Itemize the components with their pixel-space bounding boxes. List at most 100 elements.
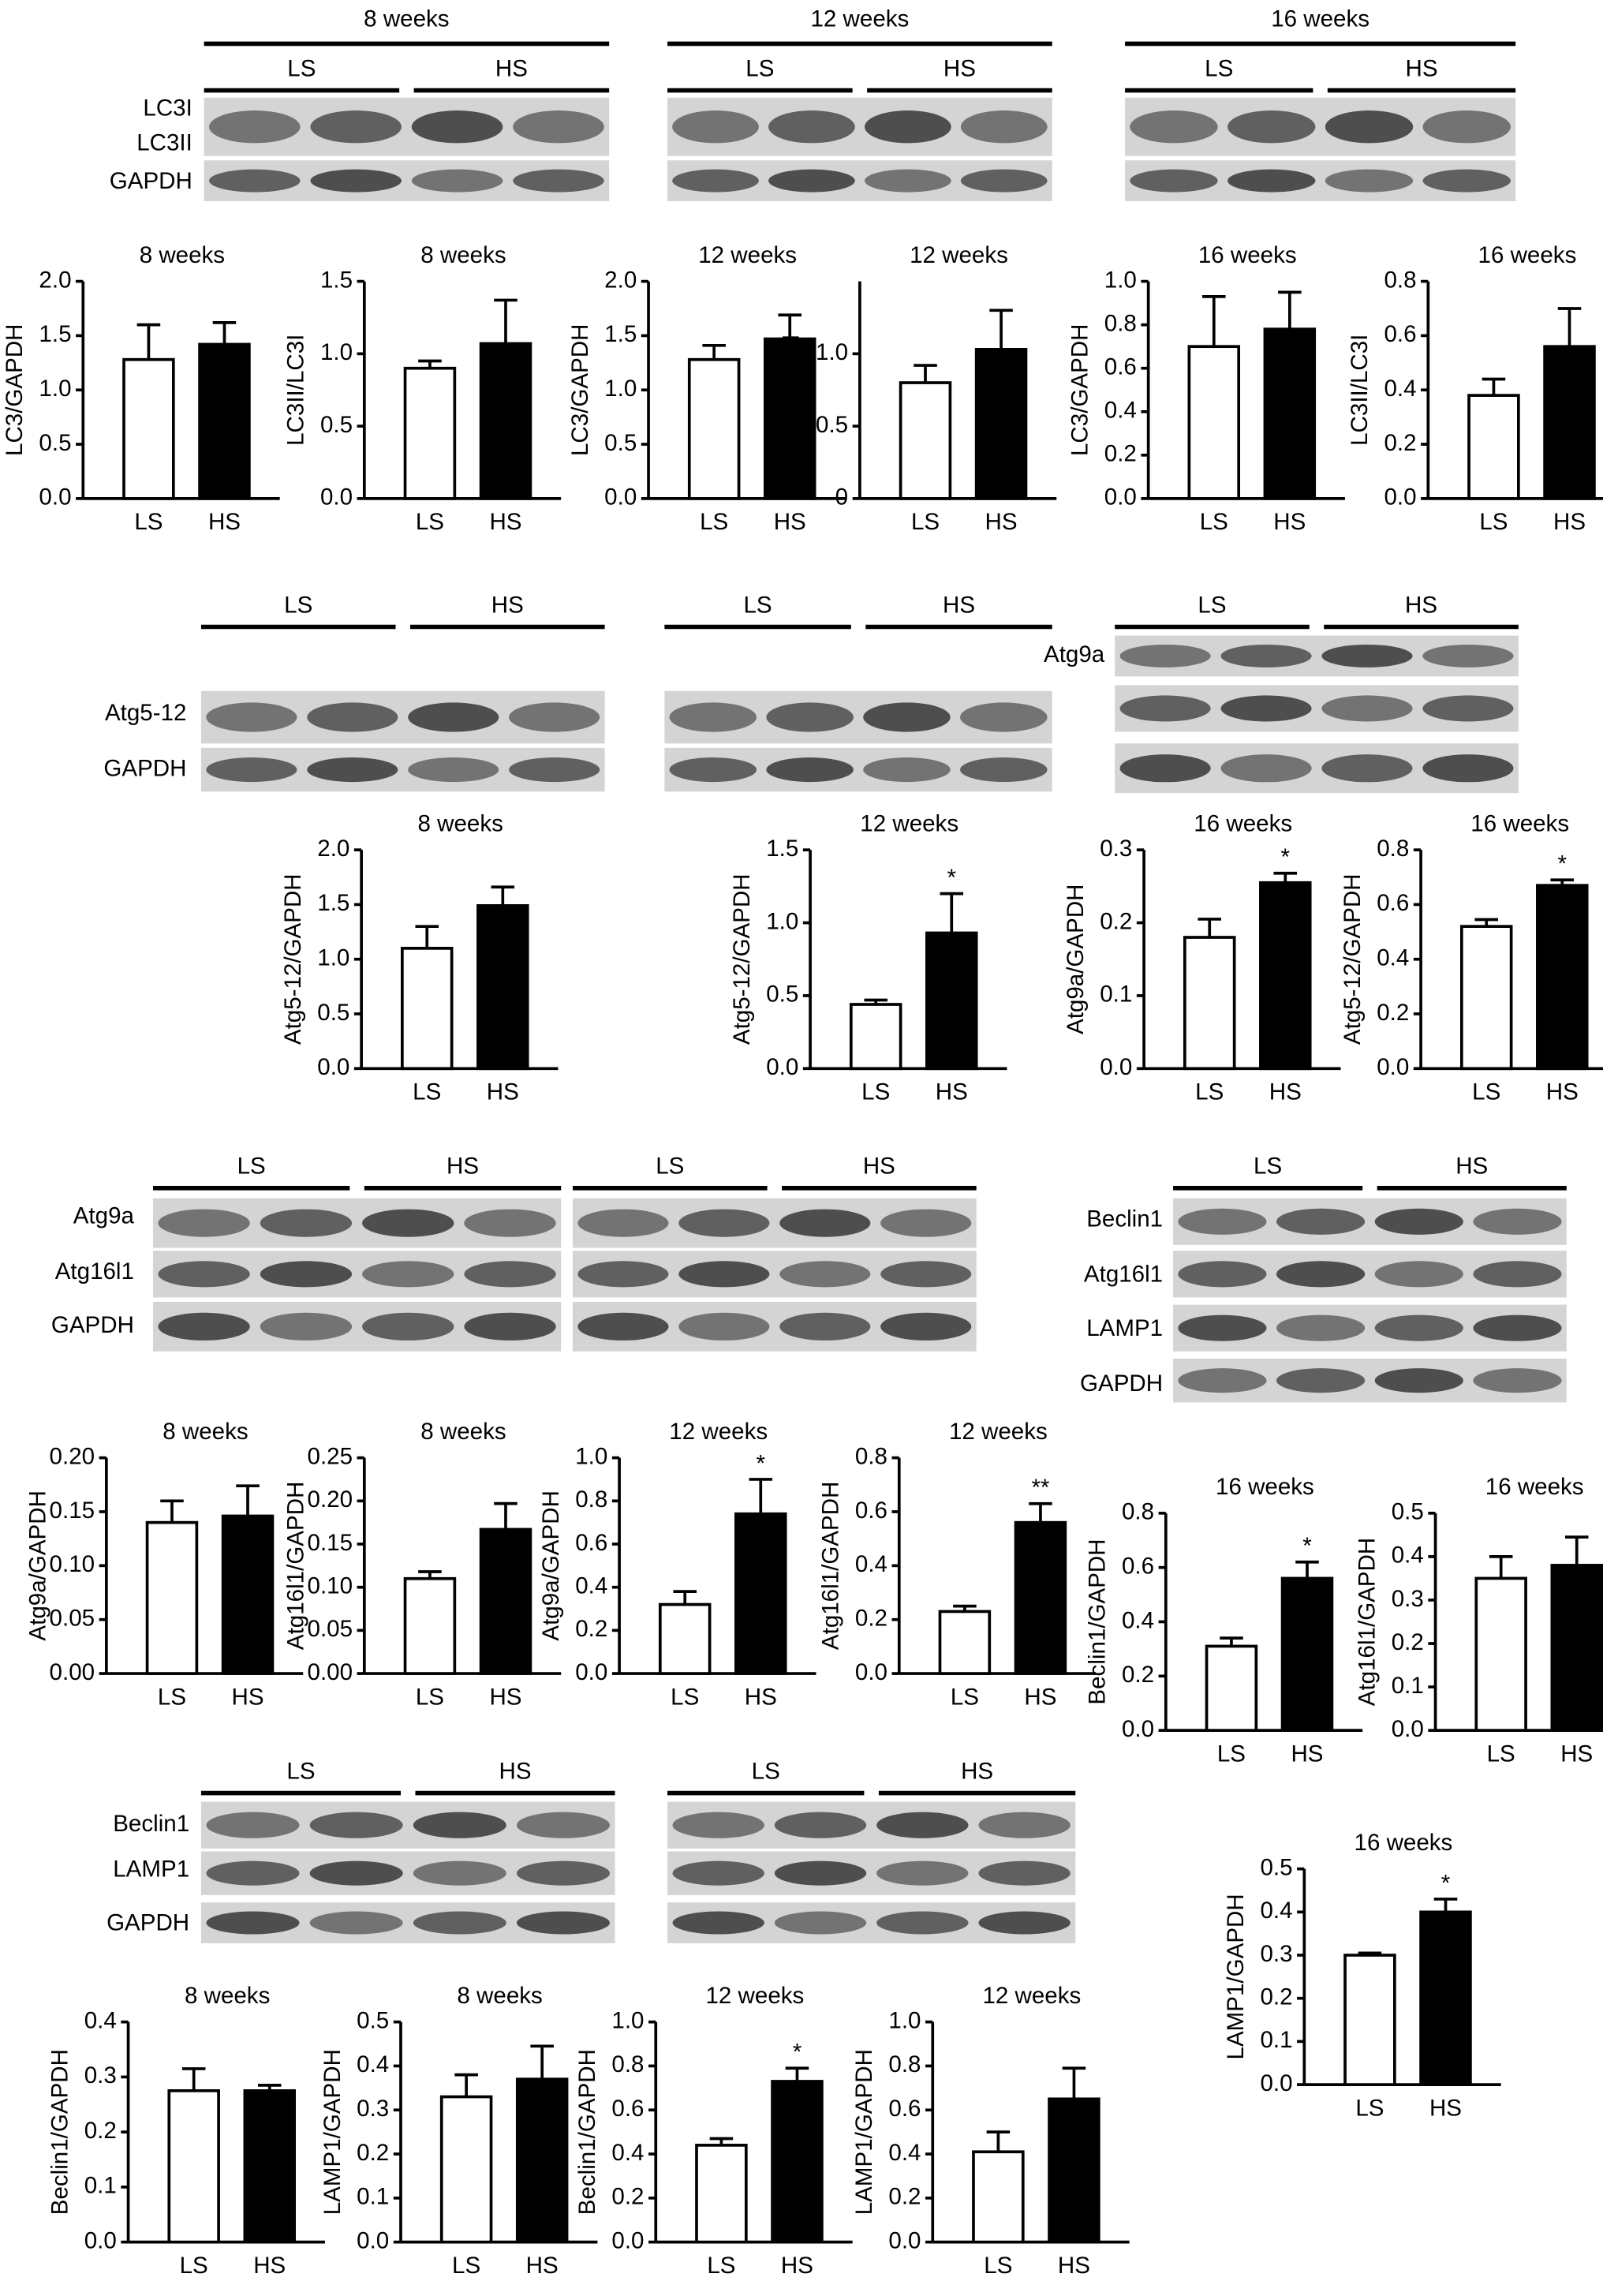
blot-band: [768, 110, 855, 144]
blot-row-label: Atg16l1: [55, 1258, 134, 1284]
group-label: LS: [752, 1759, 780, 1785]
x-tick-label: HS: [1058, 2253, 1090, 2279]
bar: [1187, 345, 1241, 500]
y-tick-label: 0.8: [1384, 267, 1416, 293]
y-tick-label: 0.2: [888, 2184, 921, 2210]
y-axis-title: Atg9a/GAPDH: [1063, 884, 1089, 1034]
blot-band: [779, 1209, 871, 1237]
blot-band: [880, 1261, 972, 1288]
x-tick-label: HS: [487, 1079, 519, 1105]
y-tick-label: 1.0: [317, 945, 349, 971]
bar: [695, 2144, 748, 2244]
y-tick-label: 0.5: [766, 982, 798, 1008]
y-tick-label: 0.20: [50, 1443, 95, 1469]
blot-band: [513, 110, 604, 144]
blot-band: [1220, 644, 1312, 667]
y-tick-label: 0.0: [611, 2227, 644, 2253]
bar: [938, 1610, 992, 1675]
blot-band: [672, 1860, 764, 1886]
chart-title: 12 weeks: [860, 811, 958, 837]
bar: [1459, 925, 1513, 1071]
y-tick-label: 0.2: [1260, 1984, 1292, 2010]
y-tick-label: 0.0: [1384, 484, 1416, 510]
x-tick-label: LS: [951, 1684, 979, 1710]
blot-band: [1276, 1208, 1366, 1235]
blot-band: [307, 702, 398, 732]
chart-title: 16 weeks: [1216, 1474, 1314, 1500]
blot-band: [513, 169, 604, 193]
blot-band: [516, 1911, 610, 1935]
blot-band: [1321, 695, 1413, 722]
y-tick-label: 0.6: [1104, 354, 1137, 380]
y-axis-title: LC3/GAPDH: [567, 323, 593, 456]
x-tick-label: HS: [1024, 1684, 1056, 1710]
y-axis-title: Beclin1/GAPDH: [47, 2049, 73, 2215]
blot-row-label: GAPDH: [103, 755, 186, 781]
x-tick-label: LS: [1195, 1079, 1224, 1105]
y-axis-title: LC3II/LC3I: [779, 335, 805, 446]
significance: *: [757, 1450, 766, 1476]
y-tick-label: 0.0: [1392, 1716, 1424, 1742]
group-label: LS: [1205, 55, 1233, 81]
blot-band: [1374, 1208, 1463, 1235]
bar: [221, 1514, 275, 1675]
bar: [515, 2077, 569, 2244]
y-tick-label: 0.4: [1377, 945, 1409, 971]
y-tick-label: 0.3: [1392, 1586, 1424, 1612]
blot-band: [1473, 1261, 1562, 1288]
y-tick-label: 0.8: [855, 1443, 887, 1469]
group-label: HS: [961, 1759, 993, 1785]
blot-row-label: LAMP1: [113, 1856, 189, 1882]
blot-band: [509, 702, 600, 732]
blot-band: [577, 1312, 669, 1341]
y-axis-title: LC3II/LC3I: [283, 335, 309, 446]
blot-row-label: Beclin1: [1086, 1206, 1163, 1232]
y-tick-label: 0.4: [357, 2051, 389, 2077]
chart-title: 8 weeks: [185, 1983, 270, 2009]
blot-band: [1130, 110, 1218, 144]
blot-band: [260, 1312, 353, 1341]
chart-title: 16 weeks: [1485, 1474, 1584, 1500]
blot-band: [209, 110, 301, 144]
blot-band: [876, 1812, 969, 1838]
blot-band: [669, 702, 757, 732]
blot-band: [1321, 754, 1413, 783]
y-axis-title: Atg16l1/GAPDH: [1354, 1538, 1380, 1707]
blot-band: [309, 1860, 403, 1886]
blot-band: [206, 702, 297, 732]
significance: *: [1441, 1870, 1451, 1896]
blot-band: [209, 169, 301, 193]
bar: [974, 348, 1028, 500]
blot-band: [260, 1261, 353, 1288]
y-tick-label: 1.0: [575, 1443, 607, 1469]
blot-band: [1374, 1368, 1463, 1393]
x-tick-label: HS: [985, 509, 1018, 535]
y-tick-label: 0.6: [575, 1530, 607, 1556]
chart-title: 16 weeks: [1198, 242, 1297, 268]
blot-row-label: GAPDH: [106, 1910, 189, 1936]
blot-band: [1276, 1314, 1366, 1341]
y-tick-label: 0.5: [816, 412, 848, 438]
x-tick-label: HS: [1553, 509, 1586, 535]
y-tick-label: 2.0: [39, 267, 71, 293]
y-tick-label: 1.0: [320, 339, 353, 365]
bar: [1343, 1954, 1396, 2086]
bar: [403, 366, 457, 500]
blot-band: [880, 1312, 972, 1341]
x-tick-label: HS: [526, 2253, 559, 2279]
blot-title: 12 weeks: [810, 6, 909, 32]
y-tick-label: 0.2: [611, 2184, 644, 2210]
y-tick-label: 0.8: [1377, 836, 1409, 862]
y-tick-label: 0.6: [855, 1498, 887, 1524]
y-tick-label: 0.5: [317, 1000, 349, 1026]
y-tick-label: 0.8: [575, 1486, 607, 1513]
y-tick-label: 1.0: [39, 376, 71, 402]
bar: [1550, 1564, 1603, 1732]
x-tick-label: HS: [1560, 1741, 1593, 1767]
x-tick-label: LS: [180, 2253, 208, 2279]
y-tick-label: 0.0: [84, 2227, 117, 2253]
blot-band: [1178, 1261, 1267, 1288]
blot-band: [672, 169, 759, 193]
blot-band: [1178, 1208, 1267, 1235]
y-tick-label: 0.5: [320, 412, 353, 438]
